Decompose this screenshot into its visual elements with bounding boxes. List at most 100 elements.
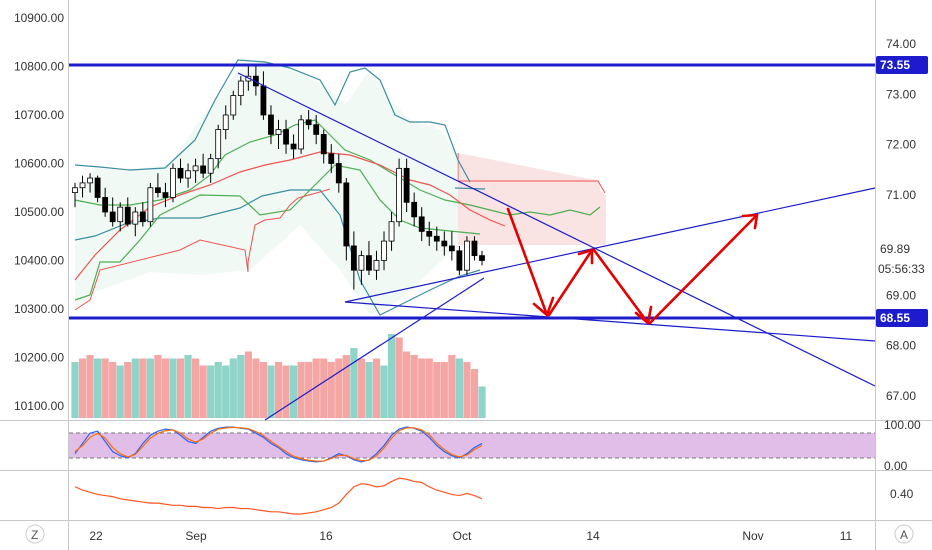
- volume-bar: [184, 355, 192, 418]
- volume-bar: [395, 337, 403, 418]
- candle-body: [155, 187, 161, 193]
- candle-body: [441, 240, 448, 247]
- candle-body: [403, 167, 410, 203]
- candle-body: [147, 187, 154, 223]
- badge-lower-level-text: 68.55: [880, 311, 910, 325]
- volume-bar: [176, 358, 185, 418]
- candle-body: [162, 192, 169, 198]
- right-axis-tick: 68.00: [886, 339, 916, 353]
- candle-body: [117, 206, 124, 223]
- candle-body: [388, 221, 395, 242]
- candle-body: [275, 129, 282, 135]
- right-axis-tick: 73.00: [886, 87, 916, 101]
- volume-bar: [161, 358, 170, 418]
- volume-bar: [259, 362, 268, 418]
- timezone-button[interactable]: Z: [25, 524, 45, 544]
- left-axis-tick: 10500.00: [14, 205, 64, 219]
- candle-body: [471, 240, 478, 257]
- volume-bar: [380, 365, 388, 418]
- stochastic-d-line: [74, 426, 483, 462]
- lower-trend-line: [344, 301, 876, 342]
- badge-current-price-text: 69.89: [880, 242, 910, 256]
- ichimoku-tenkan: [74, 119, 601, 216]
- volume-bar: [455, 358, 463, 418]
- candle-body: [313, 124, 320, 135]
- volume-bar: [78, 358, 87, 418]
- downtrend-line: [237, 72, 876, 387]
- candle-body: [124, 206, 131, 225]
- volume-bar: [139, 358, 147, 418]
- candle-body: [222, 114, 229, 130]
- ichimoku-lagging: [74, 188, 331, 311]
- volume-bar: [297, 362, 305, 418]
- volume-bar: [440, 362, 448, 418]
- candle-body: [343, 182, 350, 247]
- left-axis: 10900.00 10800.00 10700.00 10600.00 10500.00…: [14, 11, 64, 413]
- candle-body: [94, 177, 101, 198]
- candle-body: [433, 235, 440, 242]
- right-axis-tick: 67.00: [886, 389, 916, 403]
- auto-scale-button[interactable]: A: [894, 524, 914, 544]
- candle-body: [350, 245, 357, 271]
- candle-body: [170, 167, 176, 198]
- volume-bar: [131, 358, 139, 418]
- candle-body: [139, 211, 146, 223]
- volume-bar: [320, 358, 328, 418]
- volume-bar: [169, 358, 177, 418]
- auto-scale-button-label: A: [900, 528, 908, 542]
- candle-body: [448, 245, 455, 252]
- candle-body: [411, 201, 418, 218]
- candle-body: [479, 255, 485, 261]
- volume-bar: [350, 348, 358, 418]
- candle-body: [320, 133, 327, 155]
- volume-bar: [305, 362, 313, 418]
- time-axis-tick: 11: [840, 529, 853, 543]
- stochastic-band: [69, 433, 875, 458]
- forecast-arrow: [592, 248, 650, 325]
- volume-bar: [237, 355, 245, 418]
- volume-bar: [357, 358, 366, 418]
- volume-bar: [418, 358, 426, 418]
- badge-lower-level: 68.55: [876, 309, 928, 327]
- forecast-arrowhead: [532, 296, 555, 317]
- right-axis-tick: 74.00: [886, 37, 916, 51]
- left-axis-tick: 10300.00: [14, 302, 64, 316]
- candle-body: [335, 163, 342, 184]
- volume-bar: [274, 362, 283, 418]
- right-axis-tick: 69.00: [886, 288, 916, 302]
- left-axis-tick: 10200.00: [14, 351, 64, 365]
- volume-bar: [342, 355, 350, 418]
- volume-bar: [244, 351, 252, 418]
- oscillator-axis-tick: 0.40: [890, 487, 914, 501]
- candle-body: [132, 211, 139, 225]
- time-axis-tick: 22: [89, 529, 103, 543]
- badge-upper-level-text: 73.55: [880, 58, 910, 72]
- volume-bar: [146, 358, 154, 418]
- candle-body: [283, 129, 289, 145]
- volume-bar: [410, 355, 418, 418]
- volume-bar: [86, 355, 94, 418]
- time-axis-tick: Nov: [742, 529, 763, 543]
- oscillator-line: [74, 477, 483, 515]
- volume-bar: [282, 365, 290, 418]
- volume-bar: [372, 358, 381, 418]
- candle-body: [102, 197, 109, 213]
- bollinger-mid: [454, 187, 486, 190]
- volume-bar: [199, 365, 207, 418]
- time-axis: 22 Sep 16 Oct 14 Nov 11: [89, 529, 852, 543]
- candle-body: [456, 250, 463, 271]
- stochastic-axis: 100.00 0.00: [884, 418, 921, 473]
- candle-body: [426, 230, 433, 237]
- volume-bar: [229, 358, 237, 418]
- left-axis-tick: 10600.00: [14, 157, 64, 171]
- volume-bar: [101, 358, 109, 418]
- volume-bar: [327, 362, 335, 418]
- volume-bar: [403, 351, 411, 418]
- volume-bar: [94, 358, 102, 418]
- volume-bar: [470, 369, 479, 418]
- forecast-arrowhead: [577, 248, 594, 265]
- volume-bar: [154, 355, 162, 418]
- candle-body: [207, 158, 214, 174]
